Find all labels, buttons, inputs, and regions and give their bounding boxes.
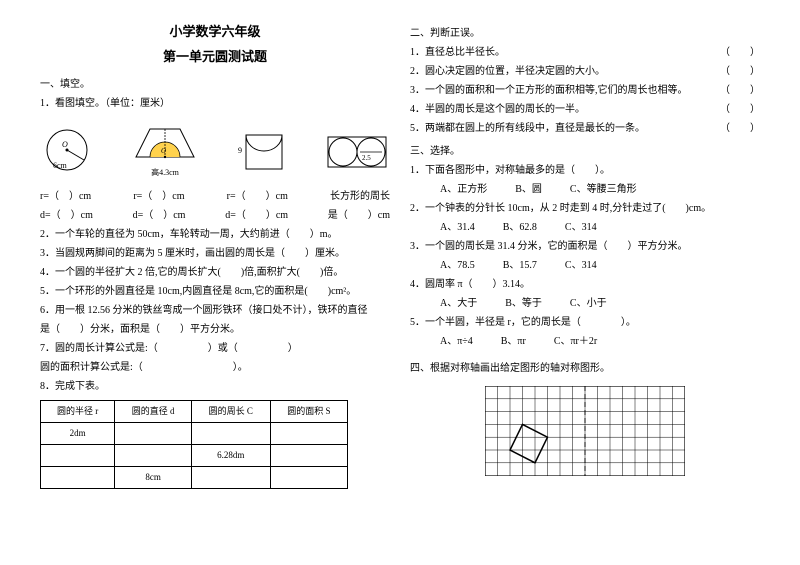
judge-3: 3．一个圆的面积和一个正方形的面积相等,它们的周长也相等。（ ）: [410, 81, 760, 100]
q5: 5．一个环形的外圆直径是 10cm,内圆直径是 8cm,它的面积是( )cm²。: [40, 282, 390, 301]
choice-2: 2．一个钟表的分针长 10cm，从 2 时走到 4 时,分针走过了( )cm。: [410, 199, 760, 218]
section-3-title: 三、选择。: [410, 142, 760, 161]
choice-5: 5．一个半圆，半径是 r，它的周长是（ ）。: [410, 313, 760, 332]
fig4-label: 2.5: [362, 154, 371, 162]
fig-trapezoid: O 高4.3cm: [128, 119, 202, 180]
table-header-row: 圆的半径 r 圆的直径 d 圆的周长 C 圆的面积 S: [41, 400, 348, 422]
title-line1: 小学数学六年级: [40, 20, 390, 45]
choice-3-opts: A、78.5B、15.7C、314: [440, 256, 760, 275]
fig2-label: 高4.3cm: [151, 165, 179, 180]
choice-4: 4．圆周率 π（ ）3.14。: [410, 275, 760, 294]
q7: 7．圆的周长计算公式是:（ ）或（ ）: [40, 339, 390, 358]
q1: 1．看图填空。（单位：厘米）: [40, 94, 390, 113]
table-row: 2dm: [41, 422, 348, 444]
judge-4: 4．半圆的周长是这个圆的周长的一半。（ ）: [410, 100, 760, 119]
svg-text:O: O: [62, 140, 68, 149]
fig1-label: 6cm: [53, 161, 68, 170]
table-row: 6.28dm: [41, 444, 348, 466]
judge-1: 1．直径总比半径长。（ ）: [410, 43, 760, 62]
q2: 2．一个车轮的直径为 50cm，车轮转动一周，大约前进（ ）m。: [40, 225, 390, 244]
choice-3: 3．一个圆的周长是 31.4 分米，它的面积是（ ）平方分米。: [410, 237, 760, 256]
choice-2-opts: A、31.4B、62.8C、314: [440, 218, 760, 237]
choice-1: 1．下面各图形中，对称轴最多的是（ ）。: [410, 161, 760, 180]
choice-4-opts: A、大于B、等于C、小于: [440, 294, 760, 313]
q7b: 圆的面积计算公式是:（ ）。: [40, 358, 390, 377]
q1-answers-row1: r=（ ）cm r=（ ）cm r=（ ）cm 长方形的周长: [40, 187, 390, 206]
figures-row: O 6cm O 高4.3cm 9: [40, 119, 390, 180]
section-1-title: 一、填空。: [40, 75, 390, 94]
q6: 6．用一根 12.56 分米的铁丝弯成一个圆形铁环（接口处不计），铁环的直径: [40, 301, 390, 320]
choice-5-opts: A、π÷4B、πrC、πr＋2r: [440, 332, 760, 351]
symmetry-grid: [485, 386, 685, 483]
fig3-label: 9: [238, 146, 242, 155]
fig-square-arc: 9: [236, 127, 290, 173]
section-2-title: 二、判断正误。: [410, 24, 760, 43]
circle-table: 圆的半径 r 圆的直径 d 圆的周长 C 圆的面积 S 2dm 6.28dm 8…: [40, 400, 348, 489]
judge-2: 2．圆心决定圆的位置，半径决定圆的大小。（ ）: [410, 62, 760, 81]
q6b: 是（ ）分米，面积是（ ）平方分米。: [40, 320, 390, 339]
section-4-title: 四、根据对称轴画出给定图形的轴对称图形。: [410, 359, 760, 378]
th-d: 圆的直径 d: [115, 400, 192, 422]
right-column: 二、判断正误。 1．直径总比半径长。（ ） 2．圆心决定圆的位置，半径决定圆的大…: [400, 20, 770, 545]
choice-1-opts: A、正方形B、圆C、等腰三角形: [440, 180, 760, 199]
th-s: 圆的面积 S: [270, 400, 347, 422]
table-row: 8cm: [41, 466, 348, 488]
q1-answers-row2: d=（ ）cm d=（ ）cm d=（ ）cm 是（ ）cm: [40, 206, 390, 225]
q3: 3．当圆规两脚间的距离为 5 厘米时，画出圆的周长是（ ）厘米。: [40, 244, 390, 263]
left-column: 小学数学六年级 第一单元圆测试题 一、填空。 1．看图填空。（单位：厘米） O …: [30, 20, 400, 545]
th-c: 圆的周长 C: [191, 400, 270, 422]
q4: 4．一个圆的半径扩大 2 倍,它的周长扩大( )倍,面积扩大( )倍。: [40, 263, 390, 282]
th-r: 圆的半径 r: [41, 400, 115, 422]
q8: 8．完成下表。: [40, 377, 390, 396]
fig-rect-circles: 2.5: [324, 127, 390, 173]
judge-5: 5．两端都在圆上的所有线段中，直径是最长的一条。（ ）: [410, 119, 760, 138]
title-line2: 第一单元圆测试题: [40, 45, 390, 70]
fig-circle: O 6cm: [40, 127, 94, 173]
